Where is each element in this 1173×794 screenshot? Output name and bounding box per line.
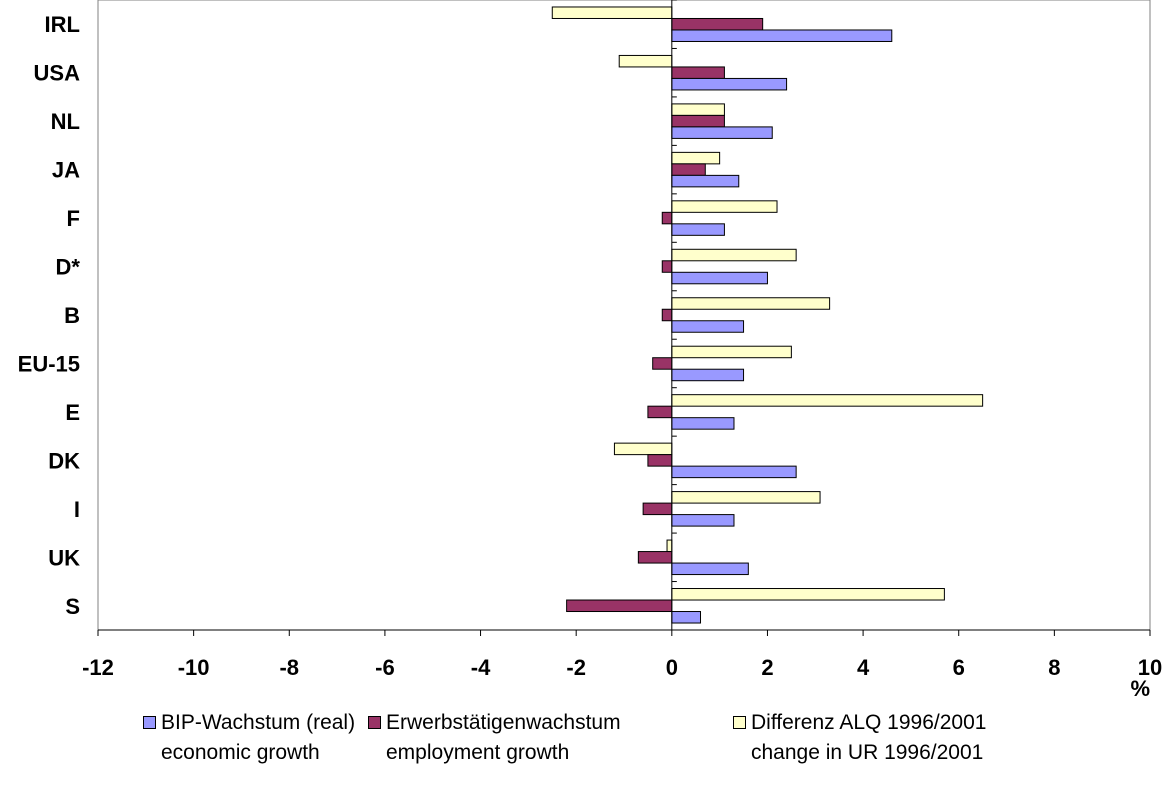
bar-f-series-2 <box>671 223 725 236</box>
plot-area <box>97 0 1151 631</box>
bar-s-series-0 <box>671 588 945 601</box>
bar-usa-series-2 <box>671 77 788 91</box>
x-axis-unit: % <box>1130 676 1150 701</box>
legend-sublabel-employment: employment growth <box>386 741 570 764</box>
bar-dk-series-1 <box>647 454 673 467</box>
legend-sublabel-gdp: economic growth <box>161 741 320 764</box>
bar-s-series-2 <box>671 611 702 624</box>
bar-b-series-1 <box>661 308 673 322</box>
category-label-f: F <box>67 206 80 231</box>
category-label-ja: JA <box>52 158 80 183</box>
bar-d-series-0 <box>671 248 797 262</box>
bar-usa-series-1 <box>671 66 725 79</box>
legend-label-unemployment: Differenz ALQ 1996/2001 <box>751 711 987 734</box>
category-label-uk: UK <box>48 545 80 570</box>
bar-uk-series-2 <box>671 562 749 576</box>
bar-b-series-0 <box>671 297 831 310</box>
bar-b-series-2 <box>671 320 745 333</box>
category-label-eu-15: EU-15 <box>18 351 80 376</box>
x-tick-label: -8 <box>279 655 299 680</box>
x-tick-label: 0 <box>666 655 678 680</box>
legend-label-gdp: BIP-Wachstum (real) <box>161 711 356 734</box>
category-label-dk: DK <box>48 448 80 473</box>
legend-item-unemployment: Differenz ALQ 1996/2001 change in UR 199… <box>733 708 986 768</box>
bar-i-series-1 <box>642 502 673 516</box>
bar-uk-series-1 <box>637 551 673 564</box>
bar-e-series-1 <box>647 405 673 419</box>
x-tick-label: 4 <box>857 655 870 680</box>
bar-uk-series-0 <box>666 539 673 553</box>
bar-nl-series-0 <box>671 103 725 116</box>
x-tick-label: -4 <box>471 655 491 680</box>
legend: BIP-Wachstum (real) economic growth Erwe… <box>0 708 1173 794</box>
x-tick-label: -6 <box>375 655 395 680</box>
bar-nl-series-2 <box>671 126 773 139</box>
bar-usa-series-0 <box>618 54 673 68</box>
x-tick-label: -2 <box>566 655 586 680</box>
bar-eu-15-series-1 <box>652 357 673 370</box>
category-label-s: S <box>65 594 80 619</box>
bar-d-series-2 <box>671 271 768 285</box>
category-label-usa: USA <box>34 61 81 86</box>
bar-f-series-0 <box>671 200 778 213</box>
bar-e-series-2 <box>671 417 735 430</box>
category-label-e: E <box>65 400 80 425</box>
legend-swatch-employment <box>368 716 381 729</box>
category-label-nl: NL <box>51 109 80 134</box>
category-label-b: B <box>64 303 80 328</box>
bar-i-series-2 <box>671 514 735 527</box>
x-tick-label: 8 <box>1048 655 1060 680</box>
bar-nl-series-1 <box>671 114 725 128</box>
bar-irl-series-2 <box>671 29 893 42</box>
x-tick-label: 10 <box>1138 655 1162 680</box>
category-label-irl: IRL <box>45 12 80 37</box>
legend-swatch-unemployment <box>733 716 746 729</box>
legend-label-employment: Erwerbstätigenwachstum <box>386 711 621 734</box>
legend-sublabel-unemployment: change in UR 1996/2001 <box>751 741 984 764</box>
bar-s-series-1 <box>566 599 673 613</box>
legend-item-gdp: BIP-Wachstum (real) economic growth <box>143 708 355 768</box>
x-tick-label: 6 <box>953 655 965 680</box>
bar-irl-series-0 <box>551 6 673 19</box>
bar-eu-15-series-2 <box>671 368 745 382</box>
bar-i-series-0 <box>671 491 821 504</box>
bar-ja-series-2 <box>671 174 740 188</box>
bar-eu-15-series-0 <box>671 345 792 359</box>
bar-dk-series-0 <box>613 442 673 456</box>
bar-d-series-1 <box>661 260 673 273</box>
bar-irl-series-1 <box>671 17 764 31</box>
x-tick-label: -10 <box>178 655 210 680</box>
bar-dk-series-2 <box>671 465 797 479</box>
x-tick-label: -12 <box>82 655 114 680</box>
bar-ja-series-0 <box>671 151 721 165</box>
category-label-d: D* <box>56 255 81 280</box>
bar-e-series-0 <box>671 394 984 407</box>
bar-ja-series-1 <box>671 163 706 176</box>
legend-swatch-gdp <box>143 716 156 729</box>
x-tick-label: 2 <box>761 655 773 680</box>
bar-f-series-1 <box>661 211 673 225</box>
bar-chart: IRL USA NL JA F D* B EU-15 E DK I UK S -12 -10 -8 -6 -4 -2… <box>18 0 1162 701</box>
legend-item-employment: Erwerbstätigenwachstum employment growth <box>368 708 621 768</box>
category-label-i: I <box>74 497 80 522</box>
